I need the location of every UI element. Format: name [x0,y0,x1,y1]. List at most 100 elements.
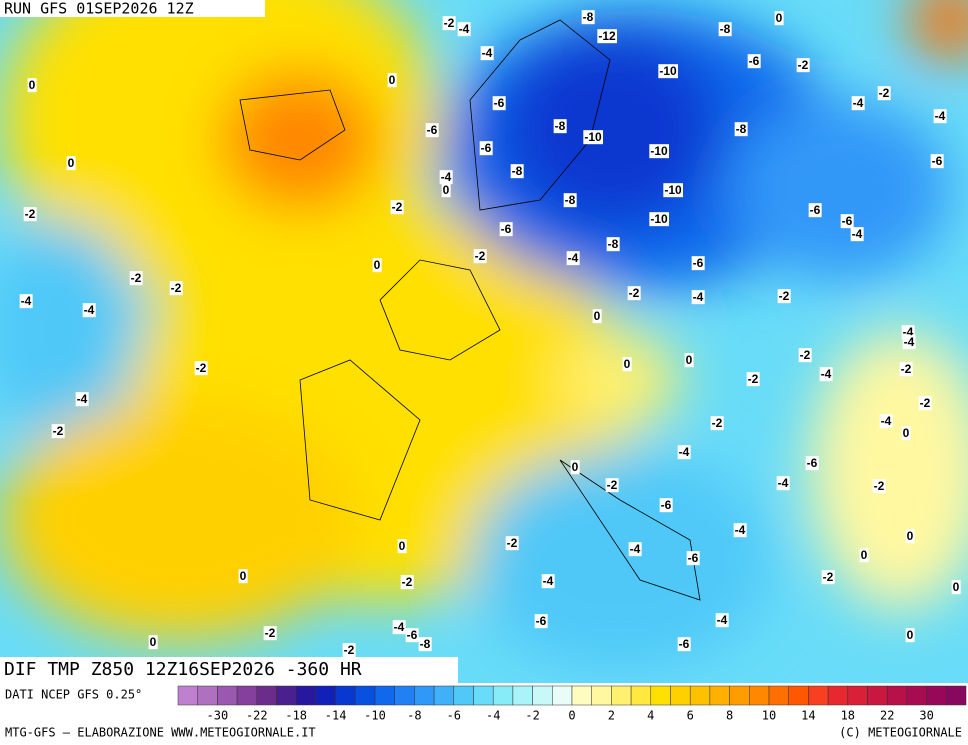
contour-label-bg [734,122,748,137]
colorbar-label: 0 [568,709,575,723]
contour-label: -4 [693,290,704,304]
contour-label-bg [473,249,487,264]
contour-label: -6 [407,628,418,642]
colorbar-label: 10 [762,709,776,723]
contour-label-bg [879,414,893,429]
colorbar-swatch [946,685,967,706]
contour-label: -2 [196,361,207,375]
contour-label: -10 [664,183,682,197]
colorbar-label: 4 [647,709,654,723]
colorbar-swatch [926,685,947,706]
contour-label-bg [821,570,835,585]
contour-label: -2 [712,416,723,430]
colorbar-swatch [906,685,927,706]
contour-label-bg [23,207,37,222]
contour-label-bg [658,64,678,79]
contour-label: -6 [810,203,821,217]
contour-label-bg [777,289,791,304]
contour-label-bg [479,141,493,156]
contour-label: -4 [717,613,728,627]
contour-label-bg [566,251,580,266]
colorbar-swatch [749,685,770,706]
contour-label: 0 [443,183,450,197]
contour-label: -6 [688,551,699,565]
colorbar-label: -10 [364,709,386,723]
contour-label: -2 [748,372,759,386]
contour-label: -6 [427,123,438,137]
contour-label: -6 [749,54,760,68]
contour-label-bg [715,613,729,628]
contour-label-bg [798,348,812,363]
map-title: DIF TMP Z850 12Z16SEP2026 -360 HR [4,659,362,680]
contour-label-bg [684,353,694,368]
contour-label: -4 [543,574,554,588]
colorbar-label: -4 [486,709,500,723]
colorbar-label: -14 [325,709,347,723]
colorbar-swatch [177,685,198,706]
contour-label: -2 [444,16,455,30]
colorbar-swatch [571,685,592,706]
contour-label-bg [457,22,471,37]
colorbar-swatch [315,685,336,706]
contour-label: -2 [53,424,64,438]
colorbar-swatch [433,685,455,706]
contour-label-bg [418,637,432,652]
contour-label: 0 [624,357,631,371]
colorbar-label: -18 [285,709,307,723]
contour-label-bg [851,96,865,111]
contour-label-bg [563,193,577,208]
contour-label-bg [387,73,397,88]
contour-label: -10 [650,212,668,226]
contour-label: -2 [507,536,518,550]
contour-label: -8 [555,119,566,133]
contour-label-bg [19,294,33,309]
contour-label: 0 [776,11,783,25]
contour-label-bg [733,523,747,538]
contour-label: -2 [265,626,276,640]
contour-label: 0 [29,78,36,92]
contour-label: -2 [392,200,403,214]
contour-label: -4 [679,445,690,459]
contour-label: 0 [907,628,914,642]
contour-label-bg [899,362,913,377]
contour-label: 0 [594,309,601,323]
contour-label: -4 [394,620,405,634]
contour-label: -2 [629,286,640,300]
colorbar-label: 6 [687,709,694,723]
contour-label-bg [951,580,961,595]
contour-label: -2 [920,396,931,410]
contour-label: -6 [842,214,853,228]
contour-label-bg [628,542,642,557]
colorbar-swatch [650,685,671,706]
colorbar-label: 2 [608,709,615,723]
contour-label: -4 [935,109,946,123]
colorbar-swatch [670,685,691,706]
colorbar-swatch [808,685,829,706]
colorbar-swatch [414,685,435,706]
colorbar-swatch [867,685,888,706]
contour-label: -6 [932,154,943,168]
contour-label-bg [933,109,947,124]
colorbar-label: 30 [919,709,933,723]
contour-label: 0 [572,460,579,474]
contour-label-bg [66,156,76,171]
contour-label: -12 [598,29,616,43]
contour-label: -4 [84,303,95,317]
contour-label-bg [877,86,891,101]
contour-label-bg [930,154,944,169]
colorbar-swatch [729,685,750,706]
data-source: DATI NCEP GFS 0.25° [5,688,142,702]
contour-label: -8 [512,164,523,178]
contour-label-bg [129,271,143,286]
contour-label-bg [606,237,620,252]
contour-label: -2 [798,58,809,72]
colorbar-swatch [689,685,711,706]
colorbar-swatch [492,685,514,706]
colorbar-swatch [630,685,652,706]
contour-label-bg [901,426,911,441]
colorbar-swatch [374,685,395,706]
contour-label-bg [718,22,732,37]
contour-label: -8 [420,637,431,651]
contour-label-bg [541,574,555,589]
